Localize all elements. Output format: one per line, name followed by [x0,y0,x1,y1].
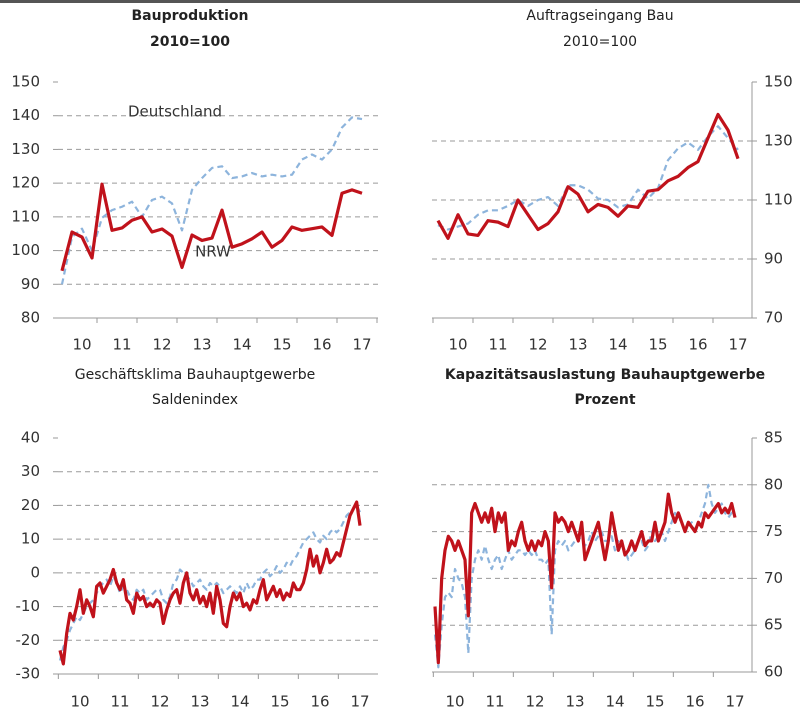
x-tick-label: 17 [350,693,369,711]
y-tick-label: 150 [764,73,793,91]
y-tick-label: 90 [764,250,783,268]
series-line [60,116,363,285]
x-tick-label: 11 [488,336,507,354]
chart-subtitle: Saldenindex [152,392,238,408]
x-tick-label: 17 [352,336,371,354]
series-line [433,492,737,665]
x-tick-label: 16 [685,693,704,711]
x-tick-label: 15 [270,693,289,711]
annotation: Deutschland [128,103,222,121]
x-tick-label: 13 [565,693,584,711]
y-tick-label: 110 [764,191,793,209]
x-tick-label: 16 [310,693,329,711]
x-tick-label: 13 [192,336,211,354]
x-tick-label: 10 [445,693,464,711]
y-tick-label: 110 [11,207,40,225]
x-tick-label: 14 [605,693,624,711]
y-tick-label: 85 [764,429,783,447]
x-tick-label: 15 [645,693,664,711]
y-tick-label: 70 [764,309,783,327]
series-line [437,125,739,231]
chart-subtitle: 2010=100 [563,34,637,50]
x-tick-label: 13 [190,693,209,711]
chart-subtitle: Prozent [574,392,635,408]
x-tick-label: 11 [112,336,131,354]
x-tick-label: 14 [230,693,249,711]
chart-title: Kapazitätsauslastung Bauhauptgewerbe [445,367,765,383]
x-tick-label: 12 [528,336,547,354]
y-tick-label: -10 [16,597,41,615]
x-tick-label: 15 [272,336,291,354]
y-tick-label: 75 [764,522,783,540]
y-tick-label: 150 [11,73,40,91]
y-tick-label: 0 [30,563,40,581]
x-tick-label: 16 [688,336,707,354]
y-tick-label: 10 [21,530,40,548]
x-tick-label: 17 [728,336,747,354]
x-tick-label: 10 [72,336,91,354]
y-tick-label: 130 [764,132,793,150]
x-tick-label: 15 [648,336,667,354]
y-tick-label: 140 [11,106,40,124]
x-tick-label: 17 [725,693,744,711]
chart-title: Auftragseingang Bau [526,8,673,24]
y-tick-label: 130 [11,140,40,158]
x-tick-label: 14 [232,336,251,354]
y-tick-label: 90 [21,275,40,293]
x-tick-label: 12 [525,693,544,711]
x-tick-label: 12 [150,693,169,711]
x-tick-label: 11 [485,693,504,711]
chart-subtitle: 2010=100 [150,34,230,50]
series-line [433,483,735,669]
series-line [58,504,361,661]
y-tick-label: 20 [21,496,40,514]
y-tick-label: 40 [21,429,40,447]
y-tick-label: 80 [764,475,783,493]
y-tick-label: 30 [21,462,40,480]
series-line [60,182,363,272]
annotation: NRW [195,243,231,261]
x-tick-label: 11 [110,693,129,711]
y-tick-label: 65 [764,616,783,634]
x-tick-label: 10 [448,336,467,354]
series-line [436,112,740,240]
y-tick-label: 120 [11,174,40,192]
series-line [58,500,362,666]
y-tick-label: 60 [764,663,783,681]
x-tick-label: 14 [608,336,627,354]
y-tick-label: 80 [21,309,40,327]
chart-title: Bauproduktion [131,8,248,24]
y-tick-label: -20 [16,631,41,649]
y-tick-label: -30 [16,665,41,683]
x-tick-label: 12 [152,336,171,354]
top-border [0,0,800,3]
x-tick-label: 13 [568,336,587,354]
x-tick-label: 16 [312,336,331,354]
y-tick-label: 70 [764,569,783,587]
y-tick-label: 100 [11,241,40,259]
x-tick-label: 10 [70,693,89,711]
chart-title: Geschäftsklima Bauhauptgewerbe [75,367,316,383]
